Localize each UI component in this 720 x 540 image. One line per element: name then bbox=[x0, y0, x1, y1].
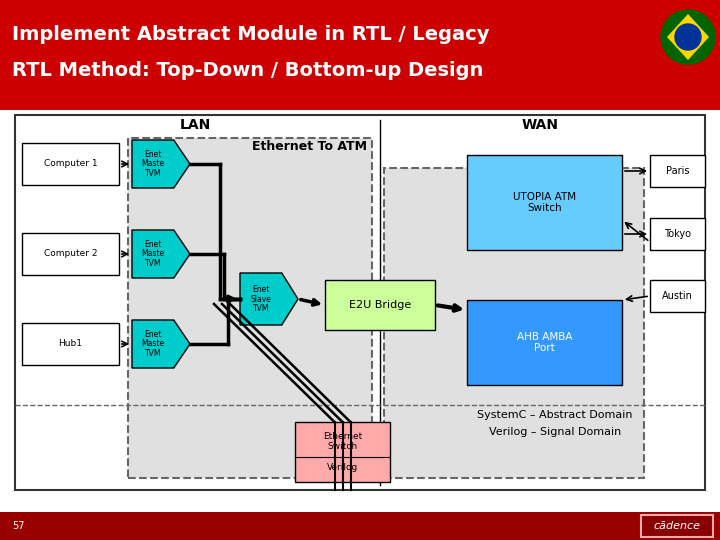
Text: E2U Bridge: E2U Bridge bbox=[349, 300, 411, 310]
Bar bbox=[650, 280, 705, 312]
Text: Implement Abstract Module in RTL / Legacy: Implement Abstract Module in RTL / Legac… bbox=[12, 25, 490, 44]
Bar bbox=[295, 422, 390, 482]
Text: Enet
Slave
TVM: Enet Slave TVM bbox=[251, 285, 271, 313]
Bar bbox=[0, 512, 720, 540]
Bar bbox=[650, 218, 705, 250]
Bar bbox=[325, 280, 435, 330]
FancyBboxPatch shape bbox=[641, 515, 713, 537]
Text: Paris: Paris bbox=[666, 166, 689, 176]
Bar bbox=[384, 168, 644, 478]
Bar bbox=[467, 155, 622, 250]
Circle shape bbox=[675, 24, 701, 50]
Text: SystemC – Abstract Domain: SystemC – Abstract Domain bbox=[477, 410, 633, 420]
Text: AHB AMBA
Port: AHB AMBA Port bbox=[517, 332, 572, 353]
Circle shape bbox=[661, 10, 715, 64]
Bar bbox=[22, 323, 119, 365]
Text: cādence: cādence bbox=[654, 521, 701, 531]
Text: Computer 2: Computer 2 bbox=[44, 249, 97, 259]
Text: Verilog – Signal Domain: Verilog – Signal Domain bbox=[489, 427, 621, 437]
Text: Austin: Austin bbox=[662, 291, 693, 301]
Text: Hub1: Hub1 bbox=[58, 340, 83, 348]
Polygon shape bbox=[132, 320, 190, 368]
Bar bbox=[128, 138, 372, 478]
Text: Enet
Maste
TVM: Enet Maste TVM bbox=[141, 330, 164, 358]
Text: Enet
Maste
TVM: Enet Maste TVM bbox=[141, 150, 164, 178]
Text: RTL Method: Top-Down / Bottom-up Design: RTL Method: Top-Down / Bottom-up Design bbox=[12, 60, 483, 79]
Bar bbox=[0, 0, 720, 110]
Text: UTOPIA ATM
Switch: UTOPIA ATM Switch bbox=[513, 192, 576, 213]
Bar bbox=[22, 143, 119, 185]
Text: Ethernet
Switch

Verilog: Ethernet Switch Verilog bbox=[323, 432, 362, 472]
Text: Tokyo: Tokyo bbox=[664, 229, 691, 239]
Polygon shape bbox=[132, 140, 190, 188]
Polygon shape bbox=[132, 230, 190, 278]
Text: Ethernet To ATM: Ethernet To ATM bbox=[253, 140, 367, 153]
Bar bbox=[467, 300, 622, 385]
Text: Computer 1: Computer 1 bbox=[44, 159, 97, 168]
Text: Enet
Maste
TVM: Enet Maste TVM bbox=[141, 240, 164, 268]
Bar bbox=[15, 115, 705, 490]
Bar bbox=[22, 233, 119, 275]
Bar bbox=[0, 110, 720, 512]
Polygon shape bbox=[667, 14, 709, 60]
Text: WAN: WAN bbox=[521, 118, 559, 132]
Polygon shape bbox=[240, 273, 298, 325]
Text: LAN: LAN bbox=[179, 118, 211, 132]
Text: 57: 57 bbox=[12, 521, 24, 531]
Bar bbox=[650, 155, 705, 187]
